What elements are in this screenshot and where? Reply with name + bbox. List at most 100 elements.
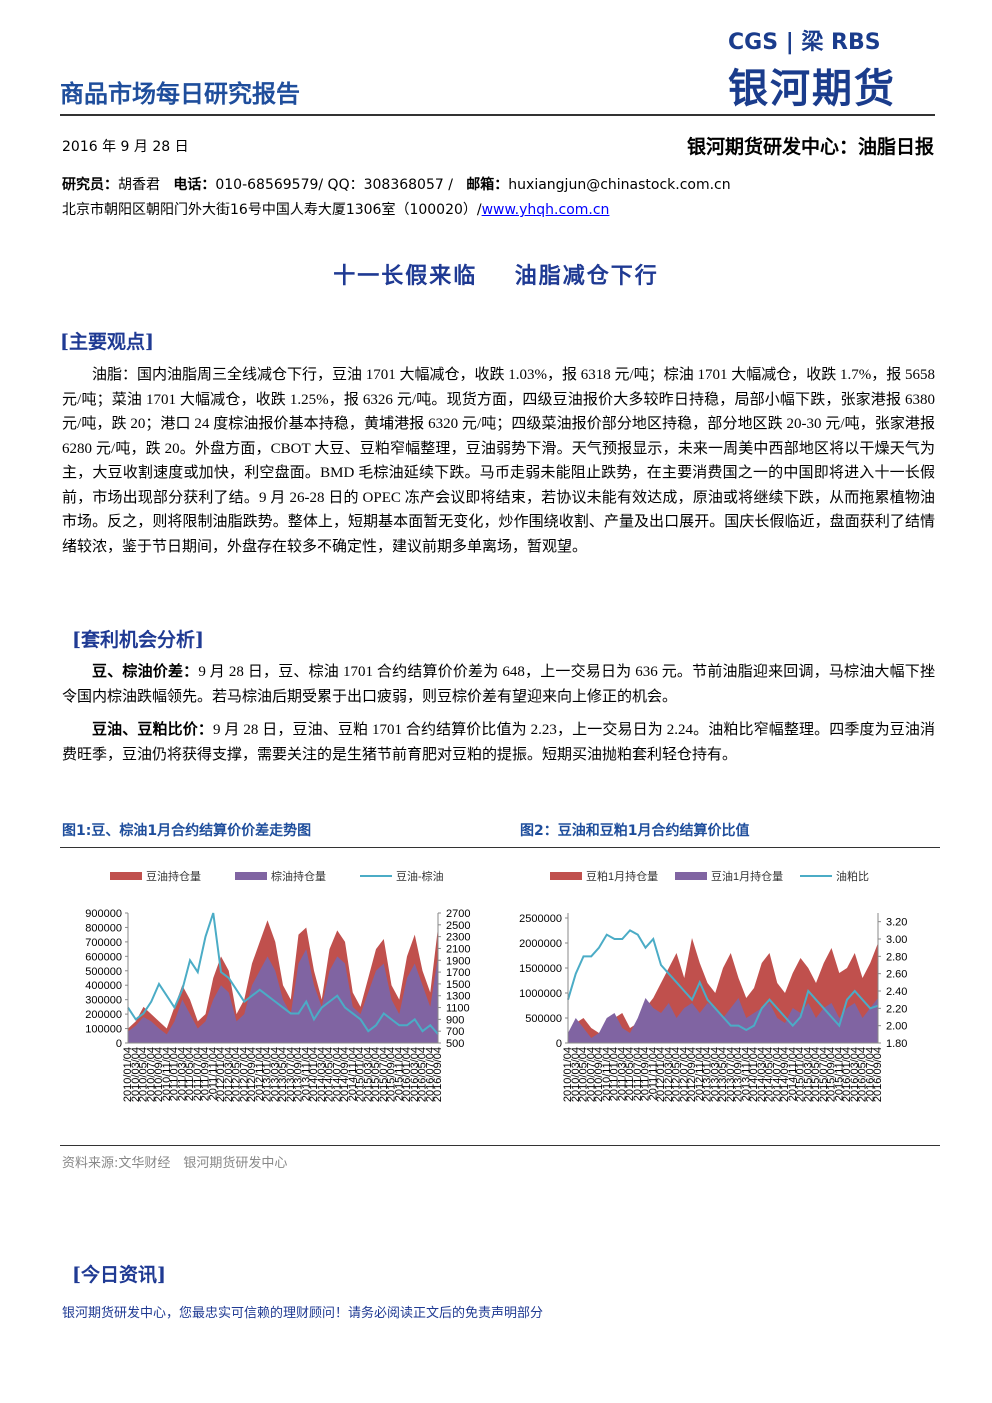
x-tick-label: 2012/07/04 (678, 1047, 690, 1102)
x-tick-label: 2015/09/04 (386, 1047, 398, 1102)
x-tick-label: 2013/05/04 (717, 1047, 729, 1102)
label: 邮箱： (466, 177, 509, 193)
x-tick-label: 2013/03/04 (709, 1047, 721, 1102)
y2-tick-label: 700 (446, 1026, 464, 1038)
y-tick-label: 500000 (85, 966, 122, 978)
x-tick-label: 2016/01/04 (841, 1047, 853, 1102)
y-tick-label: 2500000 (519, 913, 562, 925)
line (567, 929, 879, 1032)
y-tick-label: 700000 (85, 937, 122, 949)
label: 研究员： (62, 177, 118, 193)
y-tick-label: 1000000 (519, 988, 562, 1000)
section-heading: [套利机会分析] (72, 629, 204, 651)
x-tick-label: 2012/01/04 (655, 1047, 667, 1102)
x-tick-label: 2016/05/04 (417, 1047, 429, 1102)
area (128, 920, 438, 1043)
y2-tick-label: 2300 (446, 932, 470, 944)
x-tick-label: 2012/11/04 (254, 1047, 266, 1101)
x-tick-label: 2011/11/04 (207, 1047, 219, 1100)
x-tick-label: 2015/05/04 (810, 1047, 822, 1102)
x-tick-label: 2010/01/04 (122, 1047, 134, 1102)
legend-swatch (550, 872, 582, 880)
y-tick-label: 0 (116, 1038, 122, 1050)
x-tick-label: 2014/01/04 (308, 1047, 320, 1102)
text: 9 月 28 日，豆油、豆粕 1701 合约结算价比值为 2.23，上一交易日为… (62, 722, 935, 763)
chart-title: 图1:豆、棕油1月合约结算价价差走势图 (62, 823, 312, 839)
y-tick-label: 0 (556, 1038, 562, 1050)
website[interactable]: www.yhqh.com.cn (481, 202, 610, 218)
x-tick-label: 2014/11/04 (787, 1047, 799, 1101)
y2-tick-label: 2.00 (886, 1021, 907, 1033)
y-tick-label: 200000 (85, 1009, 122, 1021)
section-heading: [今日资讯] (72, 1264, 166, 1286)
researcher: 胡香君 (118, 177, 160, 193)
x-tick-label: 2013/11/04 (740, 1047, 752, 1101)
y2-tick-label: 1100 (446, 1003, 470, 1015)
logo-brand: 银河期货 (728, 66, 896, 112)
x-tick-label: 2011/09/04 (640, 1047, 652, 1101)
line (127, 912, 439, 1035)
footer: 银河期货研发中心，您最忠实可信赖的理财顾问！请务必阅读正文后的免责声明部分 (62, 1306, 544, 1321)
address-text: 北京市朝阳区朝阳门外大街16号中国人寿大厦1306室（100020）/ (62, 202, 482, 218)
x-tick-label: 2011/01/04 (609, 1047, 621, 1101)
chart-title: 图2：豆油和豆粕1月合约结算价比值 (520, 823, 750, 839)
y2-tick-label: 1.80 (886, 1038, 907, 1050)
x-tick-label: 2012/03/04 (223, 1047, 235, 1102)
contact: 研究员：胡香君 电话：010-68569579/ QQ：308368057 / … (62, 174, 731, 194)
x-tick-label: 2012/09/04 (246, 1047, 258, 1102)
paragraph: 油脂：国内油脂周三全线减仓下行，豆油 1701 大幅减仓，收跌 1.03%，报 … (62, 367, 935, 555)
x-tick-label: 2015/11/04 (393, 1047, 405, 1101)
x-tick-label: 2010/07/04 (585, 1047, 597, 1102)
x-tick-label: 2014/05/04 (324, 1047, 336, 1102)
x-tick-label: 2011/05/04 (184, 1047, 196, 1101)
paragraph: 豆油、豆粕比价：9 月 28 日，豆油、豆粕 1701 合约结算价比值为 2.2… (62, 718, 935, 767)
x-tick-label: 2015/01/04 (795, 1047, 807, 1102)
x-tick-label: 2012/03/04 (663, 1047, 675, 1102)
legend-label: 棕油持仓量 (271, 869, 326, 883)
x-tick-label: 2011/03/04 (616, 1047, 628, 1101)
x-tick-label: 2013/05/04 (277, 1047, 289, 1102)
address: 北京市朝阳区朝阳门外大街16号中国人寿大厦1306室（100020）/www.y… (62, 199, 609, 219)
x-tick-label: 2010/01/04 (562, 1047, 574, 1102)
x-tick-label: 2010/05/04 (138, 1047, 150, 1102)
y-tick-label: 500000 (525, 1013, 562, 1025)
paragraph: 豆、棕油价差：9 月 28 日，豆、棕油 1701 合约结算价价差为 648，上… (62, 660, 935, 709)
x-tick-label: 2016/07/04 (424, 1047, 436, 1102)
x-tick-label: 2012/05/04 (671, 1047, 683, 1102)
x-tick-label: 2010/03/04 (570, 1047, 582, 1102)
y2-tick-label: 2700 (446, 908, 470, 920)
x-tick-label: 2012/11/04 (694, 1047, 706, 1101)
y-tick-label: 1500000 (519, 963, 562, 975)
y-tick-label: 300000 (85, 995, 122, 1007)
x-tick-label: 2010/09/04 (593, 1047, 605, 1102)
y2-tick-label: 2.80 (886, 951, 907, 963)
y-tick-label: 400000 (85, 980, 122, 992)
y2-tick-label: 2.20 (886, 1003, 907, 1015)
x-tick-label: 2016/01/04 (401, 1047, 413, 1102)
x-tick-label: 2013/01/04 (262, 1047, 274, 1102)
y-tick-label: 600000 (85, 951, 122, 963)
x-tick-label: 2015/05/04 (370, 1047, 382, 1102)
x-tick-label: 2015/07/04 (378, 1047, 390, 1102)
text: 9 月 28 日，豆、棕油 1701 合约结算价价差为 648，上一交易日为 6… (62, 664, 935, 705)
y-tick-label: 800000 (85, 922, 122, 934)
x-tick-label: 2013/09/04 (733, 1047, 745, 1102)
x-tick-label: 2015/03/04 (362, 1047, 374, 1102)
x-tick-label: 2011/07/04 (632, 1047, 644, 1101)
x-tick-label: 2016/05/04 (857, 1047, 869, 1102)
x-tick-label: 2016/09/04 (872, 1047, 884, 1102)
x-tick-label: 2011/09/04 (200, 1047, 212, 1101)
y2-tick-label: 500 (446, 1038, 464, 1050)
phone: 010-68569579/ QQ：308368057 / (215, 177, 453, 193)
label: 电话： (173, 177, 216, 193)
legend-label: 豆油持仓量 (146, 869, 201, 883)
x-tick-label: 2010/11/04 (161, 1047, 173, 1101)
area (568, 998, 878, 1043)
y2-tick-label: 2.40 (886, 986, 907, 998)
x-tick-label: 2015/03/04 (802, 1047, 814, 1102)
legend-label: 豆油-棕油 (396, 869, 444, 883)
x-tick-label: 2010/11/04 (601, 1047, 613, 1101)
y2-tick-label: 3.00 (886, 934, 907, 946)
x-tick-label: 2010/09/04 (153, 1047, 165, 1102)
